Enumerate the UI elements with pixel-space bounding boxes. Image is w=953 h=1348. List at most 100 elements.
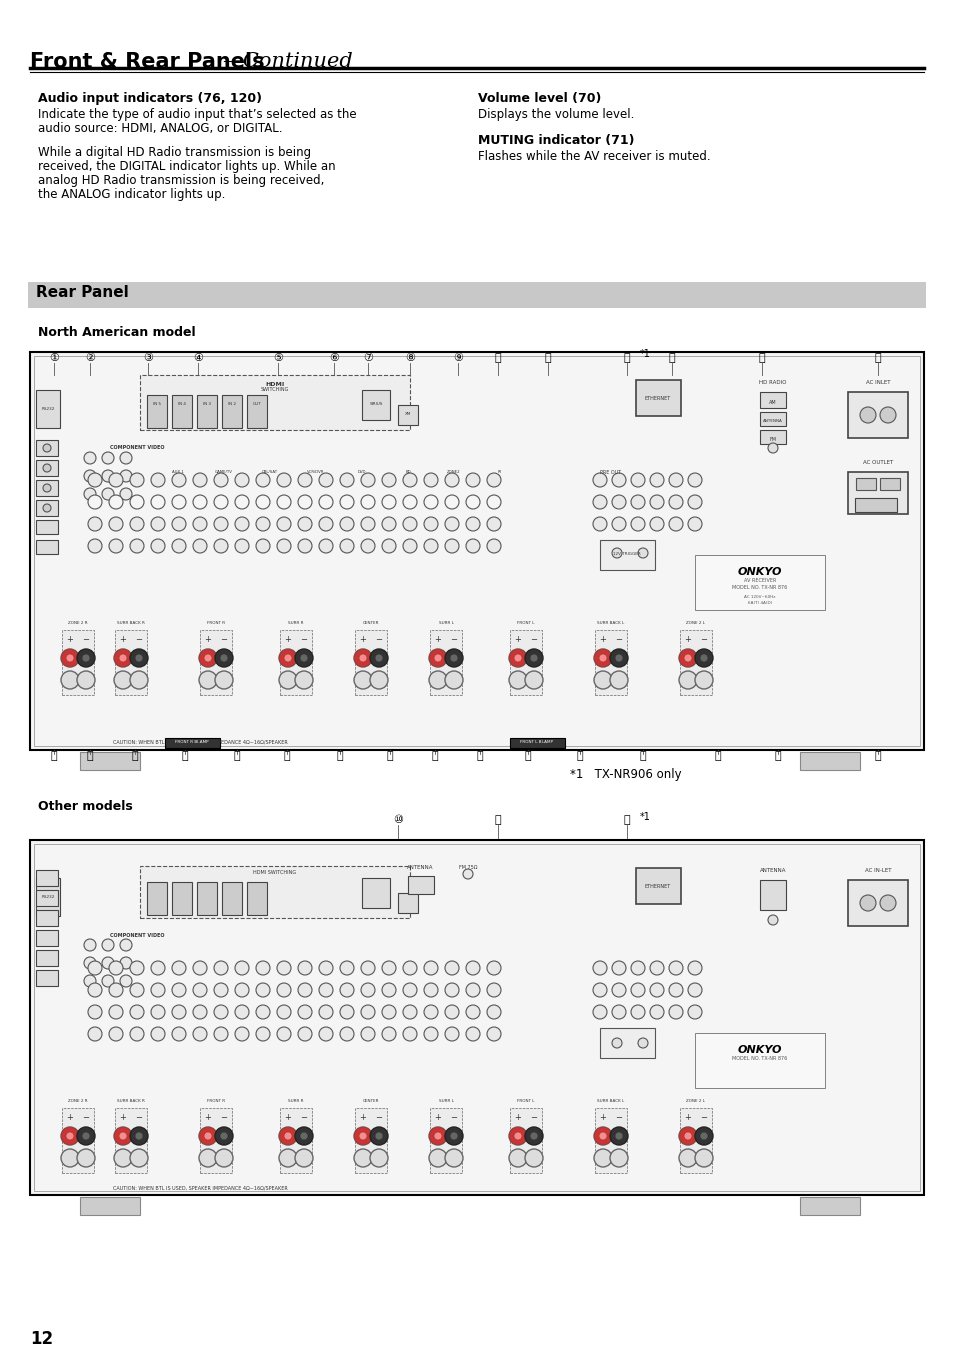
Bar — [140, 375, 410, 430]
Circle shape — [423, 1006, 437, 1019]
Text: ㉗: ㉗ — [476, 751, 483, 762]
Circle shape — [193, 983, 207, 998]
Text: RS232: RS232 — [41, 407, 54, 411]
Text: FRONT L BI-AMP: FRONT L BI-AMP — [520, 740, 553, 744]
Circle shape — [695, 648, 712, 667]
Bar — [36, 541, 58, 554]
Circle shape — [77, 671, 95, 689]
Bar — [247, 882, 267, 915]
Circle shape — [360, 518, 375, 531]
Circle shape — [234, 473, 249, 487]
Bar — [36, 930, 58, 946]
Circle shape — [486, 495, 500, 510]
Circle shape — [151, 518, 165, 531]
Circle shape — [213, 473, 228, 487]
Circle shape — [649, 495, 663, 510]
Circle shape — [66, 654, 74, 662]
Bar — [80, 1197, 140, 1215]
Text: ㉜: ㉜ — [774, 751, 781, 762]
Circle shape — [151, 539, 165, 553]
Circle shape — [486, 539, 500, 553]
Circle shape — [88, 495, 102, 510]
Circle shape — [530, 654, 537, 662]
Circle shape — [284, 654, 292, 662]
Circle shape — [524, 648, 542, 667]
Circle shape — [339, 1006, 354, 1019]
Circle shape — [102, 488, 113, 500]
Text: 12V TRIGGER: 12V TRIGGER — [613, 551, 640, 555]
Bar — [760, 430, 785, 443]
Circle shape — [213, 1006, 228, 1019]
Text: AUX 1: AUX 1 — [172, 470, 184, 474]
Bar — [430, 1108, 461, 1173]
Circle shape — [465, 518, 479, 531]
Text: ZONE 2 R: ZONE 2 R — [68, 621, 88, 625]
Text: analog HD Radio transmission is being received,: analog HD Radio transmission is being re… — [38, 174, 324, 187]
Circle shape — [84, 940, 96, 950]
Circle shape — [109, 518, 123, 531]
Text: −: − — [300, 635, 307, 644]
Circle shape — [630, 518, 644, 531]
Circle shape — [649, 1006, 663, 1019]
Text: HDMI: HDMI — [265, 381, 284, 387]
Circle shape — [120, 470, 132, 483]
Bar — [196, 882, 216, 915]
Circle shape — [429, 1127, 447, 1144]
Circle shape — [444, 1027, 458, 1041]
Circle shape — [402, 1006, 416, 1019]
Circle shape — [630, 1006, 644, 1019]
Circle shape — [668, 473, 682, 487]
Circle shape — [360, 473, 375, 487]
Text: SURR L: SURR L — [438, 1099, 453, 1103]
Circle shape — [255, 1006, 270, 1019]
Text: +: + — [598, 1113, 606, 1122]
Circle shape — [88, 539, 102, 553]
Circle shape — [213, 518, 228, 531]
Bar — [34, 844, 919, 1192]
Circle shape — [276, 1027, 291, 1041]
Text: ZONE2: ZONE2 — [447, 470, 460, 474]
Text: ONKYO: ONKYO — [737, 568, 781, 577]
Bar — [247, 395, 267, 429]
Bar — [36, 971, 58, 985]
Text: DVD: DVD — [357, 470, 366, 474]
Circle shape — [370, 1127, 388, 1144]
Circle shape — [276, 983, 291, 998]
Text: +: + — [514, 1113, 521, 1122]
Text: ANTENNA: ANTENNA — [759, 868, 785, 874]
Circle shape — [381, 1027, 395, 1041]
Circle shape — [278, 1148, 296, 1167]
Circle shape — [612, 473, 625, 487]
Text: —Continued: —Continued — [222, 53, 353, 71]
Circle shape — [612, 549, 621, 558]
Circle shape — [402, 539, 416, 553]
Text: −: − — [82, 1113, 90, 1122]
Text: −: − — [615, 635, 622, 644]
Circle shape — [649, 983, 663, 998]
Circle shape — [214, 648, 233, 667]
Bar — [222, 882, 242, 915]
Circle shape — [612, 1006, 625, 1019]
Circle shape — [609, 648, 627, 667]
Text: SURR BACK R: SURR BACK R — [117, 1099, 145, 1103]
Text: ㉓: ㉓ — [283, 751, 290, 762]
Circle shape — [360, 495, 375, 510]
Circle shape — [113, 1127, 132, 1144]
Text: −: − — [700, 1113, 707, 1122]
Bar — [695, 1033, 824, 1088]
Text: Other models: Other models — [38, 799, 132, 813]
Circle shape — [299, 1132, 308, 1140]
Bar — [62, 630, 94, 696]
Circle shape — [668, 1006, 682, 1019]
Text: ZONE 2 L: ZONE 2 L — [686, 621, 705, 625]
Circle shape — [61, 1148, 79, 1167]
Circle shape — [84, 488, 96, 500]
Circle shape — [119, 654, 127, 662]
Circle shape — [213, 495, 228, 510]
Text: Audio input indicators (76, 120): Audio input indicators (76, 120) — [38, 92, 262, 105]
Circle shape — [234, 495, 249, 510]
Bar — [62, 1108, 94, 1173]
Text: ①: ① — [49, 353, 59, 363]
Circle shape — [284, 1132, 292, 1140]
Text: SURR BACK L: SURR BACK L — [597, 1099, 624, 1103]
